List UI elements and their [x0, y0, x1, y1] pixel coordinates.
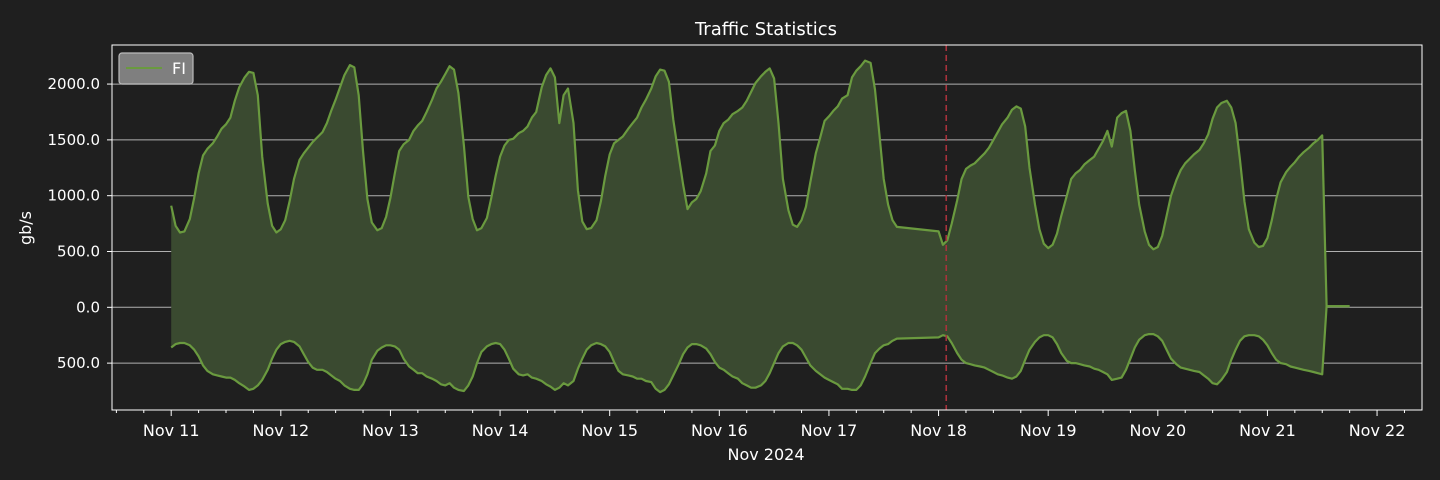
series-line-fi-lower	[170, 305, 1350, 394]
x-tick-label: Nov 16	[691, 421, 748, 440]
x-tick-label: Nov 13	[362, 421, 419, 440]
axes: 500.0 0.0 500.0 1000.0 1500.0 2000.0 Nov 11 Nov…	[48, 44, 1423, 440]
y-tick-label: 0.0	[76, 298, 100, 316]
x-tick-label: Nov 18	[910, 421, 967, 440]
x-tick-label: Nov 17	[801, 421, 858, 440]
x-tick-label: Nov 21	[1239, 421, 1296, 440]
y-tick-label: 1500.0	[48, 131, 101, 149]
x-axis-label: Nov 2024	[727, 445, 804, 464]
plot-area	[170, 45, 1350, 410]
legend-label-fi: FI	[172, 59, 186, 78]
legend: FI	[118, 52, 194, 85]
chart-title: Traffic Statistics	[694, 19, 837, 40]
y-tick-label: 500.0	[57, 242, 100, 260]
y-axis-label: gb/s	[16, 211, 35, 245]
x-tick-label: Nov 11	[143, 421, 200, 440]
series-line-fi-upper	[170, 59, 1350, 308]
x-tick-label: Nov 14	[472, 421, 529, 440]
y-tick-label: 500.0	[57, 354, 100, 372]
plot-frame	[111, 44, 1423, 411]
series-area-fi	[171, 60, 1350, 393]
x-tick-label: Nov 19	[1020, 421, 1077, 440]
x-tick-label: Nov 15	[581, 421, 638, 440]
x-tick-label: Nov 12	[252, 421, 309, 440]
y-tick-label: 2000.0	[48, 75, 101, 93]
x-tick-label: Nov 20	[1129, 421, 1186, 440]
x-tick-label: Nov 22	[1349, 421, 1406, 440]
y-tick-label: 1000.0	[48, 187, 101, 205]
